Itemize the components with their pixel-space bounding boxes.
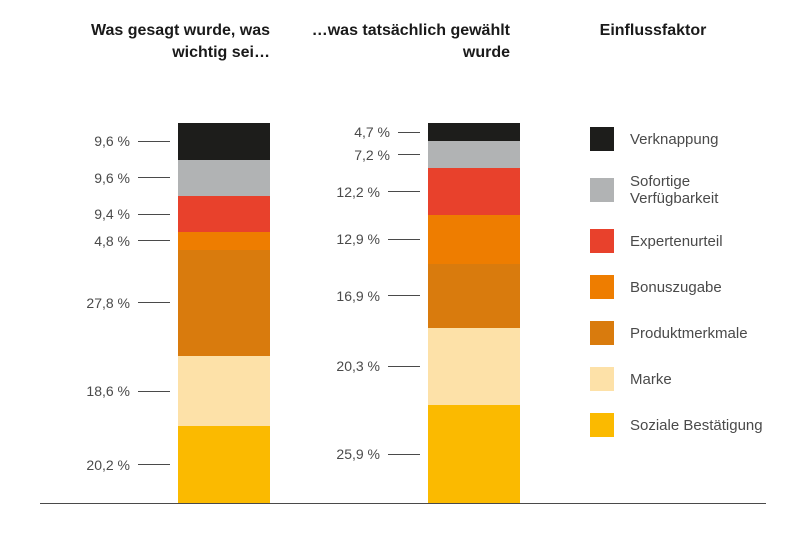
legend-label-produkt: Produktmerkmale bbox=[630, 325, 748, 342]
legend-swatch-produkt bbox=[590, 321, 614, 345]
value-text: 16,9 % bbox=[336, 288, 380, 304]
x-axis-baseline bbox=[40, 503, 766, 504]
value-label-chosen-bonus: 12,9 % bbox=[336, 231, 420, 247]
segment-chosen-experten bbox=[428, 168, 520, 214]
legend-item-bonus: Bonuszugabe bbox=[590, 275, 766, 299]
value-label-chosen-produkt: 16,9 % bbox=[336, 288, 420, 304]
segment-chosen-bonus bbox=[428, 215, 520, 264]
value-label-chosen-verknappung: 4,7 % bbox=[354, 124, 420, 140]
legend-item-marke: Marke bbox=[590, 367, 766, 391]
tick-line bbox=[388, 191, 420, 192]
value-text: 12,2 % bbox=[336, 184, 380, 200]
legend-swatch-verknappung bbox=[590, 127, 614, 151]
value-labels-said: 9,6 % 9,6 % 9,4 % 4,8 % 27,8 % 18,6 % 20,2 % bbox=[40, 123, 170, 503]
legend-label-experten: Expertenurteil bbox=[630, 233, 723, 250]
tick-line bbox=[388, 239, 420, 240]
tick-line bbox=[138, 302, 170, 303]
segment-chosen-verknappung bbox=[428, 123, 520, 141]
tick-line bbox=[398, 132, 420, 133]
value-text: 18,6 % bbox=[86, 383, 130, 399]
segment-chosen-sozial bbox=[428, 405, 520, 503]
legend-item-produkt: Produktmerkmale bbox=[590, 321, 766, 345]
tick-line bbox=[138, 141, 170, 142]
value-labels-chosen: 4,7 % 7,2 % 12,2 % 12,9 % 16,9 % 20,3 % 25,9 % bbox=[290, 123, 420, 503]
value-text: 20,2 % bbox=[86, 457, 130, 473]
segment-said-bonus bbox=[178, 232, 270, 250]
value-text: 9,6 % bbox=[94, 170, 130, 186]
value-text: 27,8 % bbox=[86, 295, 130, 311]
tick-line bbox=[398, 154, 420, 155]
segment-said-sozial bbox=[178, 426, 270, 503]
tick-line bbox=[138, 240, 170, 241]
value-label-said-bonus: 4,8 % bbox=[94, 233, 170, 249]
header-chosen: …was tatsächlich gewählt wurde bbox=[270, 20, 510, 63]
tick-line bbox=[388, 454, 420, 455]
legend-item-verknappung: Verknappung bbox=[590, 127, 766, 151]
stacked-bar-chosen bbox=[428, 123, 520, 503]
value-text: 4,8 % bbox=[94, 233, 130, 249]
value-label-said-produkt: 27,8 % bbox=[86, 295, 170, 311]
tick-line bbox=[138, 214, 170, 215]
value-label-chosen-experten: 12,2 % bbox=[336, 184, 420, 200]
legend-swatch-sozial bbox=[590, 413, 614, 437]
value-label-said-marke: 18,6 % bbox=[86, 383, 170, 399]
tick-line bbox=[138, 464, 170, 465]
legend-swatch-experten bbox=[590, 229, 614, 253]
legend-swatch-bonus bbox=[590, 275, 614, 299]
legend-label-bonus: Bonuszugabe bbox=[630, 279, 722, 296]
tick-line bbox=[138, 177, 170, 178]
bar-column-chosen: 4,7 % 7,2 % 12,2 % 12,9 % 16,9 % 20,3 % 25,9 % bbox=[290, 123, 530, 503]
legend-item-experten: Expertenurteil bbox=[590, 229, 766, 253]
value-text: 20,3 % bbox=[336, 358, 380, 374]
value-label-chosen-marke: 20,3 % bbox=[336, 358, 420, 374]
value-label-said-verknappung: 9,6 % bbox=[94, 133, 170, 149]
bar-column-said: 9,6 % 9,6 % 9,4 % 4,8 % 27,8 % 18,6 % 20,2 % bbox=[40, 123, 270, 503]
segment-chosen-marke bbox=[428, 328, 520, 405]
value-label-chosen-sozial: 25,9 % bbox=[336, 446, 420, 462]
legend: Verknappung Sofortige Verfügbarkeit Expert… bbox=[530, 123, 766, 503]
value-label-said-experten: 9,4 % bbox=[94, 206, 170, 222]
chart-headers: Was gesagt wurde, was wichtig sei… …was … bbox=[40, 20, 766, 63]
header-said: Was gesagt wurde, was wichtig sei… bbox=[40, 20, 270, 63]
header-said-line2: wichtig sei… bbox=[172, 44, 270, 61]
legend-swatch-sofortig bbox=[590, 178, 614, 202]
tick-line bbox=[138, 391, 170, 392]
segment-said-verknappung bbox=[178, 123, 270, 159]
stacked-bar-chart: Was gesagt wurde, was wichtig sei… …was … bbox=[0, 0, 796, 554]
plot-area: 9,6 % 9,6 % 9,4 % 4,8 % 27,8 % 18,6 % 20,2 % 4… bbox=[40, 123, 766, 503]
tick-line bbox=[388, 295, 420, 296]
legend-swatch-marke bbox=[590, 367, 614, 391]
value-label-said-sofortig: 9,6 % bbox=[94, 170, 170, 186]
legend-label-verknappung: Verknappung bbox=[630, 131, 718, 148]
legend-label-sofortig: Sofortige Verfügbarkeit bbox=[630, 173, 766, 207]
segment-said-experten bbox=[178, 196, 270, 232]
legend-item-sofortig: Sofortige Verfügbarkeit bbox=[590, 173, 766, 207]
header-legend-text: Einflussfaktor bbox=[600, 22, 707, 39]
legend-item-sozial: Soziale Bestätigung bbox=[590, 413, 766, 437]
tick-line bbox=[388, 366, 420, 367]
header-legend: Einflussfaktor bbox=[510, 20, 766, 63]
legend-label-marke: Marke bbox=[630, 371, 672, 388]
value-text: 25,9 % bbox=[336, 446, 380, 462]
stacked-bar-said bbox=[178, 123, 270, 503]
legend-label-sozial: Soziale Bestätigung bbox=[630, 417, 763, 434]
segment-said-produkt bbox=[178, 250, 270, 356]
segment-said-marke bbox=[178, 356, 270, 427]
segment-chosen-produkt bbox=[428, 264, 520, 328]
value-text: 9,6 % bbox=[94, 133, 130, 149]
value-label-said-sozial: 20,2 % bbox=[86, 457, 170, 473]
header-chosen-line1: …was tatsächlich gewählt bbox=[312, 22, 510, 39]
value-text: 7,2 % bbox=[354, 147, 390, 163]
header-chosen-line2: wurde bbox=[463, 44, 510, 61]
segment-said-sofortig bbox=[178, 160, 270, 196]
value-text: 12,9 % bbox=[336, 231, 380, 247]
segment-chosen-sofortig bbox=[428, 141, 520, 168]
header-said-line1: Was gesagt wurde, was bbox=[91, 22, 270, 39]
value-text: 9,4 % bbox=[94, 206, 130, 222]
value-label-chosen-sofortig: 7,2 % bbox=[354, 147, 420, 163]
value-text: 4,7 % bbox=[354, 124, 390, 140]
